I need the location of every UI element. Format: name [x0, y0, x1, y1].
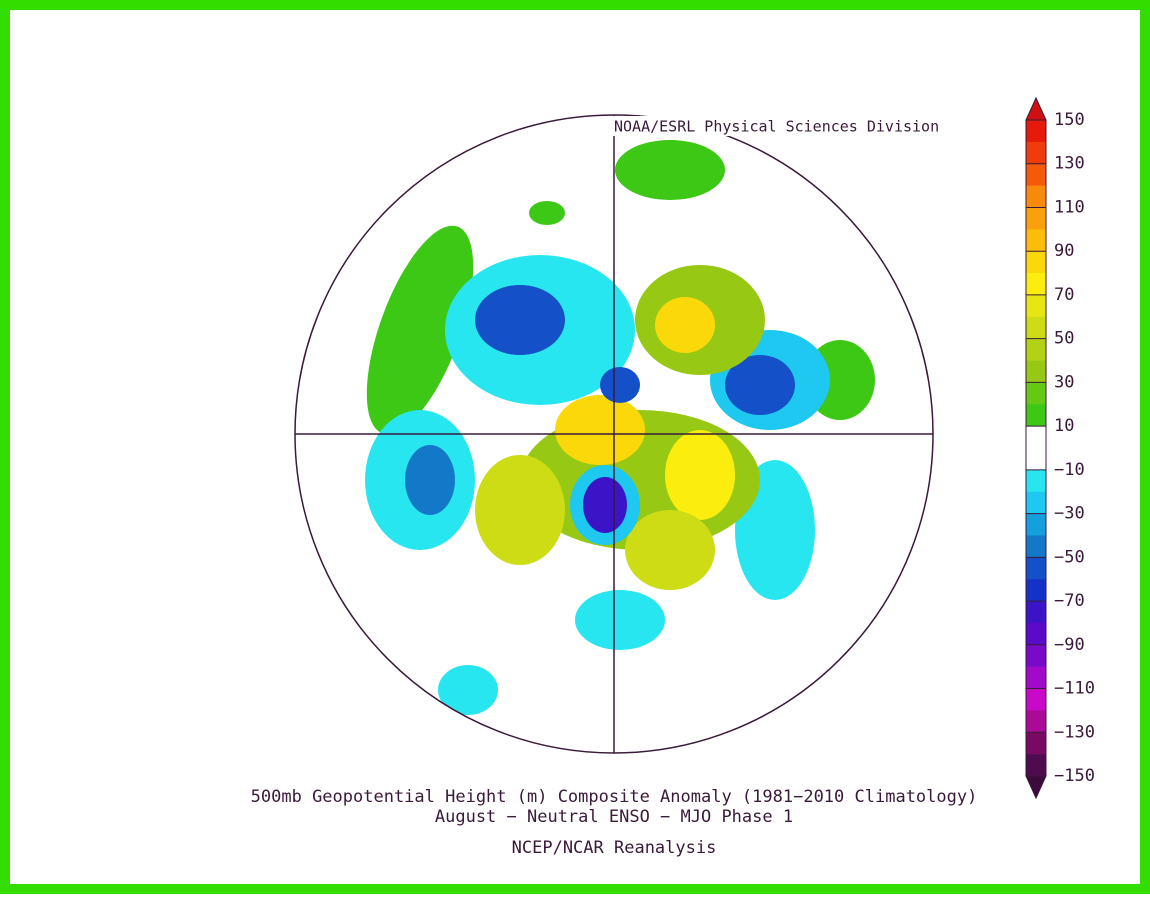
- caption: August − Neutral ENSO − MJO Phase 1: [435, 807, 793, 827]
- colorbar-label: −110: [1054, 679, 1095, 699]
- colorbar-bin: [1026, 185, 1046, 208]
- map-field: [365, 140, 875, 715]
- colorbar-bin: [1026, 448, 1046, 471]
- colorbar-bin: [1026, 469, 1046, 493]
- colorbar-bin: [1026, 579, 1046, 602]
- credit-bg: [608, 116, 928, 136]
- colorbar-label: 90: [1054, 241, 1074, 261]
- colorbar-label: 70: [1054, 285, 1074, 305]
- colorbar-bin: [1026, 601, 1046, 624]
- colorbar-bin: [1026, 141, 1046, 165]
- colorbar-bin: [1026, 120, 1046, 143]
- colorbar-bin: [1026, 404, 1046, 427]
- colorbar-bin: [1026, 644, 1046, 667]
- colorbar-bin: [1026, 666, 1046, 689]
- credit: NOAA/ESRL Physical Sciences Division: [614, 118, 939, 136]
- colorbar-bin: [1026, 338, 1046, 361]
- colorbar-bin: [1026, 491, 1046, 514]
- colorbar-bin: [1026, 513, 1046, 536]
- colorbar-label: 130: [1054, 154, 1085, 174]
- colorbar-bin: [1026, 622, 1046, 646]
- colorbar-bin: [1026, 754, 1046, 777]
- colorbar-label: 30: [1054, 372, 1074, 392]
- colorbar-label: −10: [1054, 460, 1085, 480]
- colorbar-bin: [1026, 557, 1046, 580]
- colorbar-label: −130: [1054, 722, 1095, 742]
- colorbar-bin: [1026, 163, 1046, 186]
- colorbar-label: 50: [1054, 329, 1074, 349]
- colorbar-bin: [1026, 273, 1046, 296]
- colorbar-bin: [1026, 251, 1046, 274]
- colorbar-bin: [1026, 688, 1046, 711]
- colorbar-bin: [1026, 294, 1046, 318]
- colorbar-bin: [1026, 426, 1046, 449]
- colorbar-label: −30: [1054, 504, 1085, 524]
- colorbar-label: −50: [1054, 547, 1085, 567]
- colorbar-label: −150: [1054, 766, 1095, 786]
- colorbar-bin: [1026, 710, 1046, 733]
- colorbar-bin: [1026, 229, 1046, 252]
- colorbar-bin: [1026, 535, 1046, 558]
- colorbar-label: −70: [1054, 591, 1085, 611]
- colorbar-label: −90: [1054, 635, 1085, 655]
- colorbar-bin: [1026, 316, 1046, 339]
- caption: 500mb Geopotential Height (m) Composite …: [251, 787, 978, 807]
- colorbar-label: 10: [1054, 416, 1074, 436]
- caption: NCEP/NCAR Reanalysis: [512, 838, 717, 858]
- colorbar: 150 130 110 90 70 50 30 10 −10 −30 −50 −70 −90 −110 −1…: [1025, 96, 1095, 800]
- colorbar-bin: [1026, 207, 1046, 230]
- colorbar-bin: [1026, 732, 1046, 755]
- colorbar-bin: [1026, 360, 1046, 383]
- colorbar-label: 110: [1054, 197, 1085, 217]
- colorbar-label: 150: [1054, 110, 1085, 130]
- colorbar-bin: [1026, 382, 1046, 405]
